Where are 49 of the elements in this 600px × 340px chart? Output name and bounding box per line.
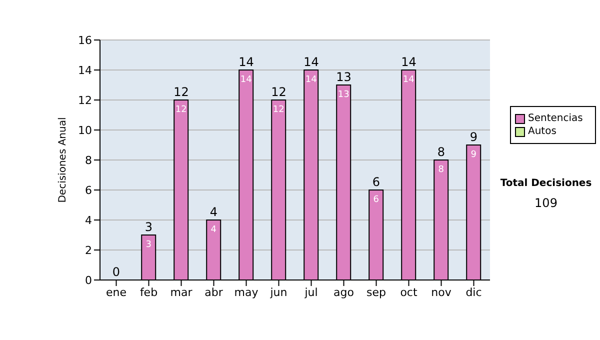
y-tick-label: 2 [85, 244, 92, 257]
y-tick-label: 8 [85, 154, 92, 167]
total-label: 6 [372, 175, 380, 189]
x-tick-label: nov [431, 286, 452, 299]
data-label: 8 [438, 165, 444, 175]
total-label: 14 [238, 55, 254, 69]
x-tick-label: ago [334, 286, 354, 299]
y-axis-title: Decisiones Anual [58, 117, 69, 203]
y-tick-label: 10 [78, 124, 92, 137]
legend-label: Autos [528, 125, 556, 138]
data-label: 14 [402, 75, 415, 85]
data-label: 12 [272, 105, 284, 115]
data-label: 6 [373, 195, 380, 205]
y-tick-label: 16 [78, 34, 92, 47]
total-label: 9 [470, 130, 478, 144]
y-tick-label: 0 [85, 274, 92, 287]
legend-label: Sentencias [528, 112, 583, 125]
y-tick-label: 6 [85, 184, 92, 197]
total-label: 14 [401, 55, 416, 69]
data-label: 12 [175, 105, 187, 115]
x-tick-label: feb [140, 286, 158, 299]
y-tick-label: 12 [78, 94, 92, 107]
data-label: 3 [146, 240, 152, 250]
y-tick-label: 4 [85, 214, 92, 227]
x-tick-label: may [234, 286, 259, 299]
x-tick-label: ene [106, 286, 127, 299]
total-label: 12 [174, 85, 189, 99]
data-label: 13 [338, 90, 350, 100]
x-tick-label: oct [400, 286, 418, 299]
total-label: 3 [144, 220, 153, 234]
total-label: 8 [437, 145, 446, 159]
text: Total Decisiones [499, 178, 593, 189]
text: 109 [534, 196, 558, 210]
total-label: 12 [271, 85, 286, 99]
total-label: 13 [336, 70, 352, 84]
x-tick-label: jul [304, 286, 318, 299]
x-tick-label: mar [170, 286, 193, 299]
data-label: 9 [470, 150, 477, 160]
x-tick-label: dic [466, 286, 482, 299]
x-tick-label: jun [269, 286, 288, 299]
data-label: 14 [305, 75, 318, 85]
data-label: 14 [240, 75, 252, 85]
x-tick-label: abr [204, 286, 224, 299]
total-label: 0 [112, 265, 120, 279]
y-tick-label: 14 [78, 64, 92, 77]
x-tick-label: sep [366, 286, 386, 299]
data-label: 4 [210, 225, 217, 235]
total-label: 4 [210, 205, 218, 219]
total-label: 14 [304, 55, 319, 69]
